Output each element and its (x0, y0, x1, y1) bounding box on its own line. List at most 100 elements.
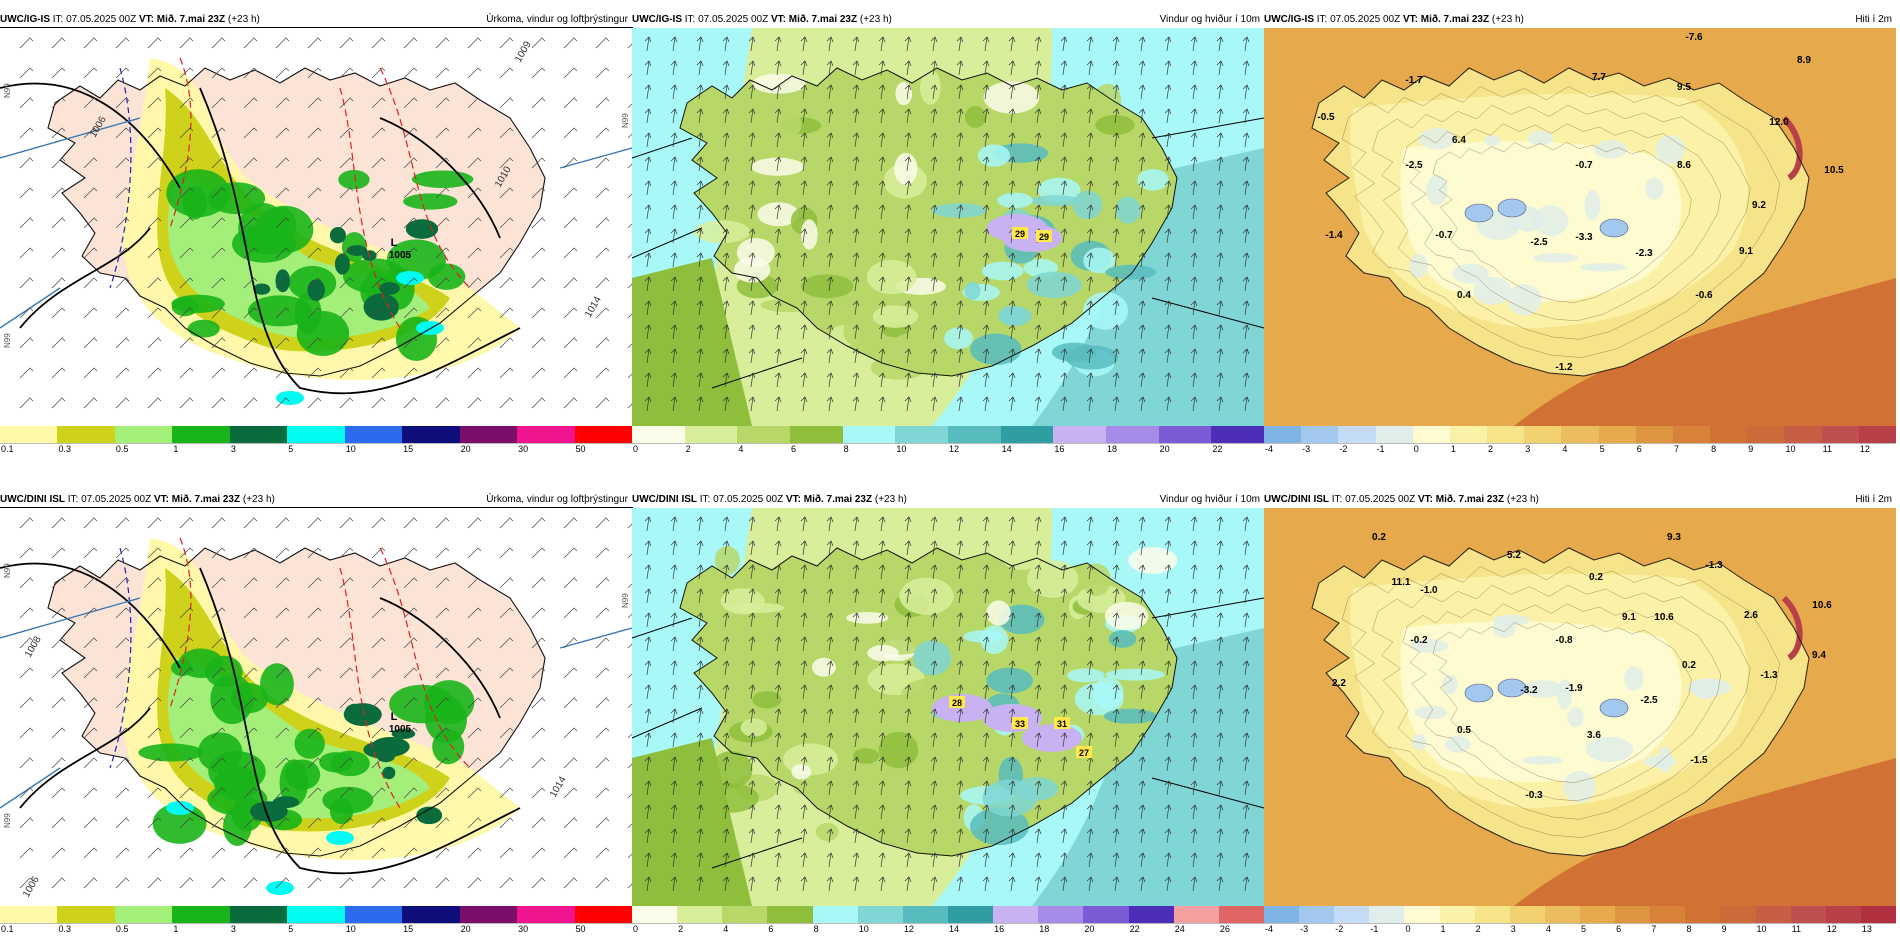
pressure-low-symbol: L (391, 237, 398, 249)
glacier-cold (1464, 683, 1494, 703)
wind-arrow (722, 516, 730, 532)
boundary-line (711, 837, 803, 869)
temp-map-canvas: -7.68.9-1.7 7.79.5-0.56.412.0-2.5 -0.7 8.6 1… (1264, 28, 1896, 426)
isobar (0, 562, 181, 669)
gust-max-area (1002, 224, 1062, 252)
wind-arrow (1086, 60, 1094, 76)
wind-arrow (1242, 108, 1250, 124)
wind-barb (275, 247, 290, 259)
wind-arrow (748, 852, 756, 868)
panel-header: UWC/IG-IS IT: 07.05.2025 00Z VT: Mið. 7.… (632, 12, 1264, 28)
wind-barb (179, 217, 194, 229)
wind-barb (627, 163, 632, 169)
precip-cell-max (266, 881, 294, 895)
wind-map[interactable]: 29 29 (632, 28, 1264, 426)
wind-barb (563, 67, 578, 79)
wind-barb (627, 823, 632, 829)
wind-barb (435, 637, 450, 649)
isobar (379, 117, 501, 239)
wind-speed-patch (1104, 601, 1149, 631)
colorbar-swatch (948, 426, 1002, 443)
wind-arrow (982, 180, 990, 196)
wind-barb (627, 103, 632, 109)
colorbar-tick: 7 (1651, 924, 1657, 934)
wind-arrow (1112, 36, 1120, 52)
wind-barb (211, 187, 226, 199)
wind-barb (531, 817, 546, 829)
colorbar-tick: 13 (1861, 924, 1872, 934)
wind-barb (563, 607, 578, 619)
wind-arrow (956, 636, 964, 652)
colorbar-tick: 4 (1545, 924, 1551, 934)
wind-barb (531, 517, 546, 529)
wind-arrow (852, 516, 860, 532)
gust-label-box (949, 696, 965, 708)
wind-speed-patch (843, 317, 865, 345)
wind-barb (339, 877, 354, 889)
wind-arrow (1086, 588, 1094, 604)
sea-warm-zone (1514, 278, 1896, 426)
wind-barb (19, 97, 34, 109)
precip-map[interactable]: L 1005 1010 1014 1009 1006 N99 N99 N99 (0, 27, 633, 427)
wind-arrow (826, 300, 834, 316)
wind-arrow (774, 324, 782, 340)
wind-barb (243, 97, 258, 109)
wind-arrow (774, 84, 782, 100)
colorbar-swatch (737, 426, 791, 443)
wind-arrow (670, 60, 678, 76)
wind-arrow (1164, 228, 1172, 244)
wind-arrow (1086, 804, 1094, 820)
colorbar-tick: 12 (1859, 444, 1870, 454)
temp-map[interactable]: -7.6 8.9 -1.7 7.7 9.5 -0.5 6.4 12.0 -2.5 -0.7 8.6 1… (1264, 28, 1896, 426)
wind-barb (211, 277, 226, 289)
wind-barb (211, 727, 226, 739)
precip-map[interactable]: L 1005 1008 1014 1006 N99 N99 N99 (0, 507, 633, 907)
wind-arrow (1138, 180, 1146, 196)
wind-arrow (1138, 396, 1146, 412)
wind-barb (371, 37, 386, 49)
wind-barb (243, 217, 258, 229)
wind-arrow (1086, 300, 1094, 316)
wind-arrow (748, 756, 756, 772)
wind-barb (147, 187, 162, 199)
wind-speed-patch (890, 332, 945, 359)
colorbar-swatch (172, 906, 231, 923)
wind-barb (243, 157, 258, 169)
wind-arrow (1060, 132, 1068, 148)
wind-arrow (1216, 60, 1224, 76)
temp-value-label: 10.5 (1824, 165, 1844, 176)
wind-arrow (956, 804, 964, 820)
colorbar-swatch (1860, 906, 1897, 923)
wind-arrow (1008, 780, 1016, 796)
wind-barb (371, 247, 386, 259)
wind-barb (147, 157, 162, 169)
wind-barb (243, 727, 258, 739)
precip-cell-heavy (416, 806, 443, 825)
wind-arrow (1164, 156, 1172, 172)
wind-arrow (1086, 84, 1094, 100)
wind-arrow (748, 732, 756, 748)
wind-arrow (878, 540, 886, 556)
wind-speed-patch (1108, 630, 1137, 648)
temp-map[interactable]: 0.2 5.2 9.3 -1.3 -1.0 0.2 10.6 11.1 -0.2 -0.8 9.1 1… (1264, 508, 1896, 906)
wind-arrow (696, 852, 704, 868)
wind-arrow (1138, 156, 1146, 172)
wind-barb (51, 877, 66, 889)
wind-arrow (774, 108, 782, 124)
wind-arrow (722, 732, 730, 748)
wind-map[interactable]: 28 33 31 27 (632, 508, 1264, 906)
isotherm (1402, 603, 1722, 802)
wind-barb (275, 67, 290, 79)
precip-cell-heavy (344, 703, 365, 722)
precip-cell (294, 292, 322, 334)
wind-arrow (644, 324, 652, 340)
wind-barb (563, 157, 578, 169)
colorbar-tick: 15 (403, 924, 414, 934)
wind-arrow (852, 540, 860, 556)
wind-barb (339, 67, 354, 79)
wind-barb (499, 757, 514, 769)
wind-arrow (722, 276, 730, 292)
wind-barb (595, 817, 610, 829)
wind-arrow (826, 36, 834, 52)
wind-barb (243, 787, 258, 799)
